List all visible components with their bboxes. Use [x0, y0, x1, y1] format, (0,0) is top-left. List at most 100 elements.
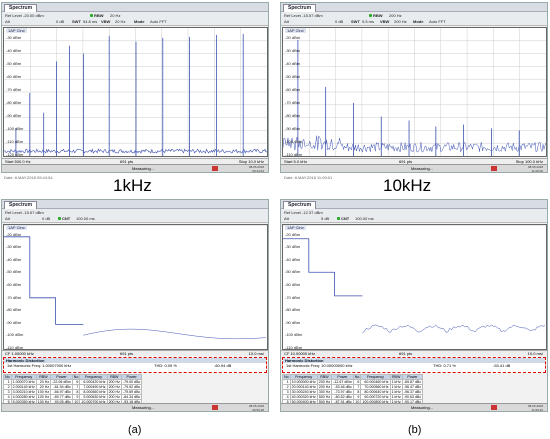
swt-label: SWT [351, 19, 360, 24]
harmonic-table: No Frequency RBW Power No Frequency RBW Power 1 1… [282, 374, 424, 405]
mode-label: Mode [134, 19, 145, 24]
table-cell: -96.47 dBc [401, 384, 424, 390]
measuring-status: Measuring... [411, 405, 434, 410]
table-cell: 500 Hz [316, 394, 333, 400]
settings-header: Ref Level -15.57 dBm RBW 200 Hz Att 0 dB… [281, 12, 547, 26]
table-cell: 1 kHz [389, 384, 403, 390]
spectrum-plot[interactable]: 1AP Clrw -30 dBm -40 dBm -50 dBm -60 dBm -70… [3, 27, 268, 157]
table-cell: -22.08 dBm [50, 379, 73, 385]
y-tick-label: -70 dBm [6, 87, 22, 92]
center-freq: CF 10.00000 kHz [284, 351, 316, 356]
axis-footer: CF 10.00000 kHz 691 pts 10.0 ms/ [281, 350, 547, 356]
tab-bar: Spectrum [2, 3, 268, 12]
harmonic-plot[interactable]: 1AP Clrw -20 dBm -30 dBm -40 dBm -50 dBm -60… [3, 224, 268, 350]
mode-value: Auto FFT [429, 19, 446, 24]
cnt-value: 100.00 ms [355, 216, 374, 221]
vbw-value: 20 Hz [115, 19, 126, 24]
tab-bar: Spectrum [281, 3, 547, 12]
harmonic-title: Harmonic Distortion [283, 358, 545, 363]
caption-b: (b) [408, 424, 422, 436]
att-value: 0 dB [42, 216, 51, 221]
y-tick-label: -60 dBm [285, 87, 301, 92]
trace-label: 1AP Clrw [6, 28, 27, 33]
cnt-indicator-icon [337, 217, 340, 220]
y-tick-label: -90 dBm [6, 113, 22, 118]
timestamp: 08.05.2018 11:09:26 [527, 404, 543, 412]
table-cell: 200 Hz [106, 384, 122, 390]
y-tick-label: -70 dBm [285, 294, 301, 300]
rbw-indicator-icon [369, 14, 372, 17]
tab-spectrum[interactable]: Spectrum [4, 4, 38, 12]
tab-spectrum[interactable]: Spectrum [283, 4, 317, 12]
tab-spectrum[interactable]: Spectrum [283, 201, 317, 209]
mode-label: Mode [413, 19, 424, 24]
table-row: 5 50.000400 kHz 500 Hz -87.91 dBc 10 100.0008… [282, 399, 424, 405]
table-cell: -90.63 dBc [401, 394, 424, 400]
y-tick-label: -30 dBm [6, 244, 22, 250]
thd-db: -60.94 dB [214, 363, 232, 368]
mode-value: Auto FFT [150, 19, 167, 24]
cnt-indicator-icon [58, 217, 61, 220]
center-freq: CF 1.00000 kHz [5, 351, 34, 356]
att-value: 5 dB [321, 216, 330, 221]
att-label: Att [5, 19, 10, 24]
y-tick-label: -80 dBm [285, 113, 301, 118]
att-value: 0 dB [335, 19, 344, 24]
tab-spectrum[interactable]: Spectrum [4, 201, 38, 209]
measuring-status: Measuring... [411, 166, 434, 171]
axis-footer: Start 5.0 kHz 691 pts Stop 100.0 kHz [281, 158, 547, 164]
ref-level: Ref Level -20.00 dBm [5, 13, 44, 18]
table-cell: 4.000280 kHz [10, 394, 37, 400]
points-count: 691 pts [399, 351, 413, 356]
y-tick-label: -120 dBm [6, 152, 24, 157]
y-tick-label: -30 dBm [6, 35, 22, 40]
status-led-icon [212, 166, 218, 171]
label-1khz: 1kHz [113, 176, 152, 195]
rbw-value: 200 Hz [389, 13, 402, 18]
table-cell: 7.000490 kHz [79, 384, 108, 390]
y-tick-label: -40 dBm [6, 256, 22, 262]
table-cell: 100 Hz [35, 394, 52, 400]
table-cell: 3.000210 kHz [10, 389, 37, 395]
table-cell: 90.000720 kHz [360, 394, 391, 400]
harmonic-summary: Harmonic Distortion 1st Harmonic Freq: 1… [3, 357, 267, 373]
vbw-label: VBW [380, 19, 390, 24]
spectrum-plot[interactable]: 1AP Clrw -20 dBm -30 dBm -40 dBm -50 dBm -60… [282, 27, 547, 157]
trace-label: 1AP Clrw [285, 225, 306, 230]
date-right: Date: 8.MAY.2018 11:09:01 [284, 175, 333, 180]
y-tick-label: -20 dBm [6, 231, 22, 237]
axis-footer: CF 1.00000 kHz 691 pts 10.0 ms/ [2, 350, 268, 356]
status-bar: Measuring... 08.05.2018 11:09:26 [281, 403, 547, 411]
swt-value: 94.8 ms [83, 19, 98, 24]
time-div: 10.0 ms/ [527, 351, 543, 356]
time-div: 10.0 ms/ [248, 351, 264, 356]
table-row: 2 2.000140 kHz 20 Hz -81.94 dBc 7 7.000490 kH… [3, 384, 143, 390]
label-10khz: 10kHz [383, 176, 432, 195]
table-cell: 60.000460 kHz [360, 379, 391, 385]
vbw-label: VBW [101, 19, 111, 24]
ref-level: Ref Level -15.57 dBm [284, 13, 323, 18]
spectrum-trace [283, 28, 546, 156]
points-count: 691 pts [120, 159, 134, 164]
y-tick-label: -30 dBm [285, 244, 301, 250]
table-cell: 200 Hz [106, 394, 122, 400]
y-tick-label: -50 dBm [6, 61, 22, 66]
y-tick-label: -100 dBm [6, 332, 24, 338]
settings-header: Ref Level -12.37 dBm Att 5 dB CNT 100.00… [281, 209, 547, 223]
spectrum-window-1khz: Spectrum Ref Level -20.00 dBm RBW 20 Hz … [1, 2, 269, 173]
status-bar: Measuring... 08.05.2018 11:09:00 [281, 164, 547, 172]
table-cell: -89.77 dBc [50, 394, 73, 400]
y-tick-label: -70 dBm [285, 100, 301, 105]
y-tick-label: -110 dBm [285, 152, 303, 157]
harmonic-trace [283, 225, 546, 334]
y-tick-label: -50 dBm [285, 269, 301, 275]
status-led-icon [491, 405, 497, 410]
table-cell: 200 Hz [106, 389, 122, 395]
start-freq: Start 500.0 Hz [5, 159, 31, 164]
harmonic-window-10khz: Spectrum Ref Level -12.37 dBm Att 5 dB C… [280, 199, 548, 412]
y-tick-label: -110 dBm [6, 345, 24, 350]
table-cell: -89.87 dBc [401, 379, 424, 385]
harmonic-plot[interactable]: 1AP Clrw -20 dBm -30 dBm -40 dBm -50 dBm -60… [282, 224, 547, 350]
att-label: Att [284, 19, 289, 24]
tab-bar: Spectrum [2, 200, 268, 209]
